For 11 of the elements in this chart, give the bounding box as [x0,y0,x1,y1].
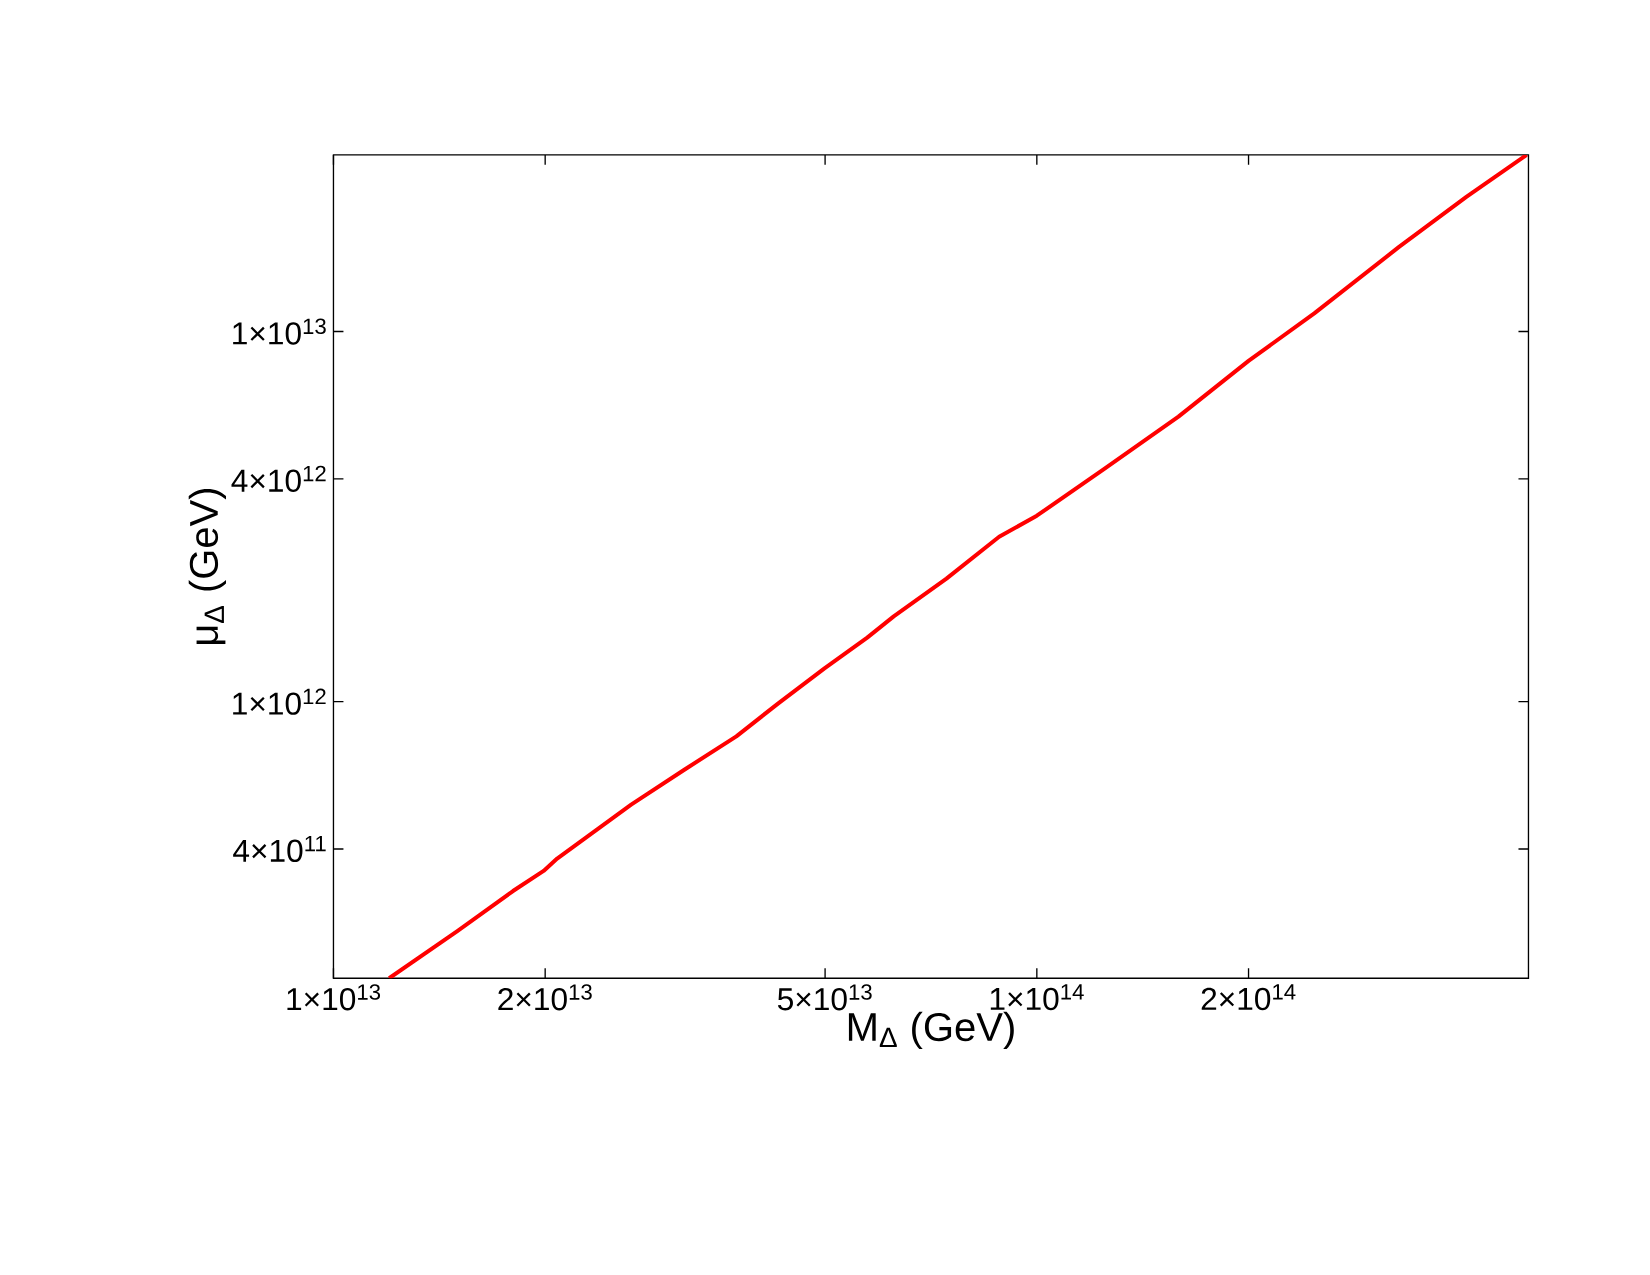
y-tick-label: 1×10$^{12}$ [233,688,326,715]
y-tick-label: 1×10$^{13}$ [233,318,326,345]
x-tick-label: 5×10$^{13}$ [777,984,872,1011]
x-tick-label: 1×10$^{14}$ [990,984,1084,1011]
y-axis-title: μ$_{Δ}$ (GeV) [188,488,226,645]
y-tick-label: 4×10$^{12}$ [231,465,326,492]
x-tick-label: 1×10$^{13}$ [287,984,381,1011]
x-tick-label: 2×10$^{14}$ [1201,984,1296,1011]
y-tick-label: 4×10$^{11}$ [233,836,326,862]
x-axis-title: M$_{Δ}$ (GeV) [848,1011,1014,1050]
x-tick-label: 2×10$^{13}$ [498,984,592,1011]
